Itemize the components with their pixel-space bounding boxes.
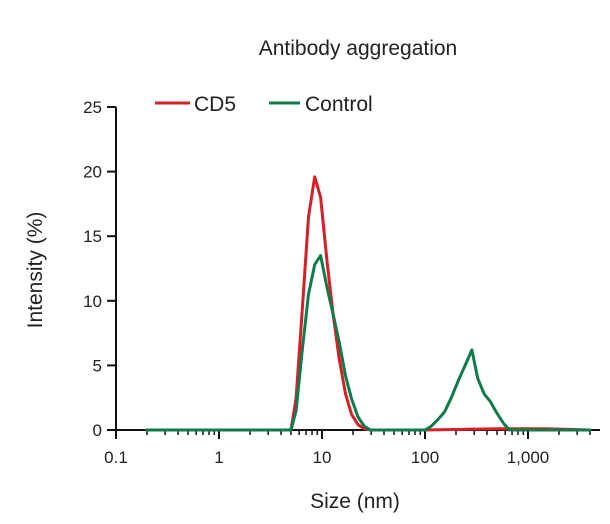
y-tick-label: 10 — [83, 292, 102, 311]
y-tick-label: 25 — [83, 98, 102, 117]
x-tick-label: 0.1 — [104, 448, 128, 467]
y-tick-label: 5 — [93, 356, 102, 375]
x-tick-label: 100 — [411, 448, 439, 467]
series-line-cd5 — [145, 175, 592, 432]
y-tick-label: 15 — [83, 227, 102, 246]
legend-label-control: Control — [305, 93, 373, 116]
series-layer — [145, 175, 592, 432]
y-axis-label: Intensity (%) — [24, 212, 47, 329]
x-tick-label: 1,000 — [507, 448, 550, 467]
x-axis-label: Size (nm) — [310, 490, 400, 513]
legend: CD5 Control — [155, 93, 373, 116]
y-axis: 0 5 10 15 20 25 — [83, 98, 117, 440]
y-tick-label: 20 — [83, 163, 102, 182]
y-tick-label: 0 — [93, 421, 102, 440]
chart-title: Antibody aggregation — [259, 37, 458, 60]
x-tick-label: 10 — [313, 448, 332, 467]
x-axis: 0.1 1 10 100 1,000 — [104, 429, 600, 467]
x-tick-label: 1 — [214, 448, 223, 467]
series-line-control — [145, 254, 592, 432]
legend-label-cd5: CD5 — [194, 93, 236, 116]
